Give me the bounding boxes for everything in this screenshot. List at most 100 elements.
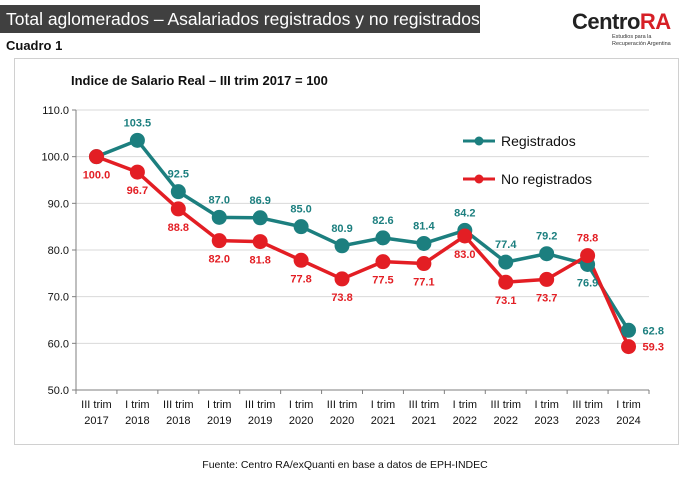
salary-index-chart: Indice de Salario Real – III trim 2017 =… (41, 73, 664, 427)
data-label-registrados: 82.6 (372, 215, 393, 227)
x-tick-label-year: 2019 (248, 415, 272, 427)
chart-frame: Indice de Salario Real – III trim 2017 =… (14, 58, 679, 445)
data-label-no-registrados: 82.0 (209, 254, 230, 266)
data-label-registrados: 87.0 (209, 194, 230, 206)
x-tick-label-quarter: III trim (81, 399, 112, 411)
x-tick-label-quarter: I trim (207, 399, 231, 411)
legend-marker-no-registrados (474, 174, 484, 184)
data-point-no-registrados (293, 252, 309, 268)
y-tick-label: 100.0 (41, 152, 69, 164)
x-tick-label-quarter: III trim (163, 399, 194, 411)
legend-label-no-registrados: No registrados (501, 171, 592, 187)
data-label-registrados: 80.9 (331, 223, 352, 235)
x-tick-label-year: 2020 (289, 415, 313, 427)
x-tick-label-quarter: I trim (534, 399, 558, 411)
data-label-registrados: 77.4 (495, 239, 517, 251)
data-point-registrados (129, 132, 145, 148)
x-tick-label-quarter: I trim (453, 399, 477, 411)
data-label-registrados: 92.5 (168, 169, 189, 181)
y-tick-label: 90.0 (48, 198, 69, 210)
x-tick-label-year: 2021 (371, 415, 395, 427)
data-point-no-registrados (580, 248, 596, 264)
data-label-no-registrados: 83.0 (454, 249, 475, 261)
logo-tagline-line2: Recuperación Argentina (612, 40, 671, 47)
data-label-no-registrados: 88.8 (168, 222, 189, 234)
y-tick-label: 80.0 (48, 245, 69, 257)
data-point-no-registrados (170, 201, 186, 217)
x-tick-label-year: 2023 (575, 415, 599, 427)
data-point-registrados (211, 209, 227, 225)
data-point-no-registrados (334, 271, 350, 287)
data-point-registrados (170, 184, 186, 200)
centro-ra-logo: CentroRA Estudios para la Recuperación A… (572, 11, 682, 51)
data-label-no-registrados: 77.5 (372, 275, 393, 287)
data-label-registrados: 62.8 (643, 325, 664, 337)
data-label-registrados: 85.0 (290, 204, 311, 216)
x-tick-label-quarter: III trim (327, 399, 358, 411)
data-point-no-registrados (416, 256, 432, 272)
data-label-no-registrados: 73.1 (495, 295, 516, 307)
data-label-no-registrados: 59.3 (643, 342, 664, 354)
x-tick-label-year: 2024 (616, 415, 640, 427)
y-tick-label: 70.0 (48, 292, 69, 304)
data-label-no-registrados: 77.1 (413, 277, 434, 289)
data-label-registrados: 84.2 (454, 207, 475, 219)
x-tick-label-quarter: I trim (371, 399, 395, 411)
data-point-registrados (252, 210, 268, 226)
x-tick-label-year: 2020 (330, 415, 354, 427)
data-label-no-registrados: 77.8 (290, 273, 311, 285)
x-tick-label-year: 2023 (534, 415, 558, 427)
data-point-registrados (416, 235, 432, 251)
data-label-no-registrados: 100.0 (83, 170, 111, 182)
logo-wordmark: CentroRA (572, 11, 682, 33)
data-point-no-registrados (539, 271, 555, 287)
data-point-registrados (498, 254, 514, 270)
data-label-no-registrados: 81.8 (249, 255, 270, 267)
x-tick-label-quarter: I trim (616, 399, 640, 411)
x-tick-label-year: 2022 (494, 415, 518, 427)
x-tick-label-quarter: I trim (125, 399, 149, 411)
data-label-registrados: 79.2 (536, 231, 557, 243)
x-tick-label-quarter: I trim (289, 399, 313, 411)
logo-tagline-line1: Estudios para la (612, 34, 652, 40)
x-tick-label-year: 2018 (166, 415, 190, 427)
table-number-label: Cuadro 1 (6, 38, 63, 53)
data-label-no-registrados: 73.7 (536, 292, 557, 304)
legend-marker-registrados (474, 136, 484, 146)
data-point-no-registrados (129, 164, 145, 180)
data-label-registrados: 76.9 (577, 277, 598, 289)
data-point-no-registrados (211, 233, 227, 249)
logo-tagline: Estudios para la Recuperación Argentina (612, 34, 682, 47)
x-tick-label-year: 2019 (207, 415, 231, 427)
data-point-registrados (293, 219, 309, 235)
x-tick-label-quarter: III trim (490, 399, 521, 411)
x-tick-label-year: 2021 (412, 415, 436, 427)
data-point-no-registrados (375, 254, 391, 270)
y-tick-label: 110.0 (42, 105, 69, 117)
data-point-registrados (539, 246, 555, 262)
data-label-registrados: 103.5 (124, 117, 152, 129)
x-tick-label-year: 2018 (125, 415, 149, 427)
data-label-no-registrados: 96.7 (127, 185, 148, 197)
data-point-no-registrados (621, 339, 637, 355)
x-tick-label-year: 2022 (453, 415, 477, 427)
x-tick-label-quarter: III trim (245, 399, 276, 411)
data-point-no-registrados (252, 234, 268, 250)
data-label-registrados: 81.4 (413, 220, 435, 232)
legend-label-registrados: Registrados (501, 133, 576, 149)
logo-word-main: Centro (572, 9, 640, 34)
data-point-no-registrados (88, 149, 104, 165)
x-tick-label-quarter: III trim (409, 399, 440, 411)
data-point-registrados (334, 238, 350, 254)
data-point-registrados (621, 322, 637, 338)
data-label-registrados: 86.9 (249, 195, 270, 207)
x-tick-label-year: 2017 (84, 415, 108, 427)
data-label-no-registrados: 78.8 (577, 233, 598, 245)
chart-title: Indice de Salario Real – III trim 2017 =… (71, 73, 328, 88)
logo-word-accent: RA (639, 9, 671, 34)
source-note: Fuente: Centro RA/exQuanti en base a dat… (202, 459, 488, 471)
y-tick-label: 50.0 (48, 385, 69, 397)
data-point-no-registrados (498, 274, 514, 290)
data-point-no-registrados (457, 228, 473, 244)
y-tick-label: 60.0 (48, 338, 69, 350)
